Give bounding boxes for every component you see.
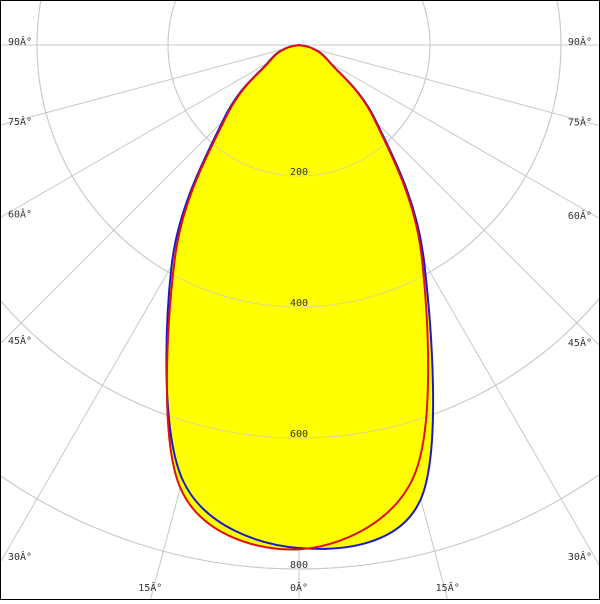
grid-line bbox=[1, 44, 300, 218]
labels: 200 400 600 800 90Â° 75Â° 60Â° 45Â° 30Â° 15Â° 0Â° 1… bbox=[8, 35, 592, 594]
angle-tick-label: 60Â° bbox=[568, 209, 592, 222]
angle-tick-label: 90Â° bbox=[568, 35, 592, 48]
r-tick-label: 800 bbox=[290, 560, 308, 571]
angle-tick-label: 45Â° bbox=[568, 336, 592, 349]
grid-circle bbox=[167, 1, 431, 177]
angle-tick-label: 15Â° bbox=[436, 581, 460, 594]
grid-circle bbox=[1, 297, 599, 439]
r-tick-label: 400 bbox=[290, 298, 308, 309]
angle-tick-label: 30Â° bbox=[568, 550, 592, 563]
grid-line bbox=[298, 44, 599, 126]
plot-area bbox=[1, 1, 599, 570]
series-line bbox=[165, 44, 430, 551]
angle-tick-label: 75Â° bbox=[568, 116, 592, 129]
angle-tick-label: 15Â° bbox=[138, 581, 162, 594]
grid-circle bbox=[36, 1, 562, 308]
r-tick-label: 600 bbox=[290, 429, 308, 440]
angle-tick-label: 30Â° bbox=[8, 550, 32, 563]
angle-tick-label: 75Â° bbox=[8, 115, 32, 128]
r-tick-label: 200 bbox=[290, 167, 308, 178]
area-fill bbox=[166, 45, 429, 550]
angle-tick-label: 60Â° bbox=[8, 208, 32, 221]
grid-circle bbox=[1, 473, 599, 570]
angle-tick-label: 0Â° bbox=[290, 581, 308, 594]
angle-tick-label: 90Â° bbox=[8, 35, 32, 48]
grid-line bbox=[298, 44, 599, 219]
grid-line bbox=[1, 44, 300, 126]
angle-tick-label: 45Â° bbox=[8, 334, 32, 347]
